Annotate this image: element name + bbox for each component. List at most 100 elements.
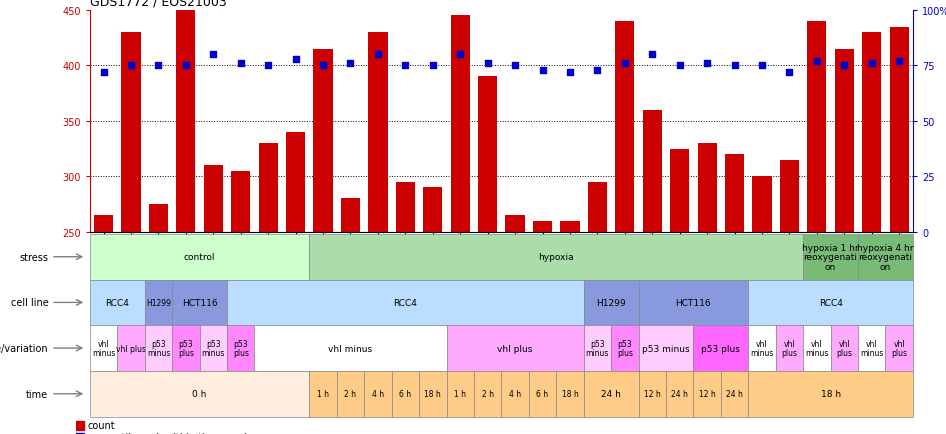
Bar xyxy=(258,144,278,232)
Text: vhl
minus: vhl minus xyxy=(92,339,115,358)
Text: vhl
plus: vhl plus xyxy=(781,339,797,358)
Point xyxy=(644,52,659,59)
Text: vhl
minus: vhl minus xyxy=(750,339,774,358)
Point xyxy=(426,62,441,69)
Point xyxy=(864,60,879,67)
Point xyxy=(96,69,112,76)
Bar xyxy=(341,199,360,232)
Text: HCT116: HCT116 xyxy=(675,298,711,307)
Text: percentile rank within the sample: percentile rank within the sample xyxy=(87,432,253,434)
Text: RCC4: RCC4 xyxy=(105,298,130,307)
Text: 12 h: 12 h xyxy=(699,389,715,398)
Text: vhl
minus: vhl minus xyxy=(805,339,829,358)
Text: p53 minus: p53 minus xyxy=(642,344,690,353)
Text: 6 h: 6 h xyxy=(399,389,412,398)
Text: 2 h: 2 h xyxy=(344,389,357,398)
Text: 12 h: 12 h xyxy=(644,389,660,398)
Bar xyxy=(505,216,525,232)
Point xyxy=(178,62,193,69)
Bar xyxy=(807,22,827,232)
Point xyxy=(288,56,303,63)
Bar xyxy=(121,33,141,232)
Text: stress: stress xyxy=(19,252,48,262)
Point xyxy=(452,52,467,59)
Text: p53
plus: p53 plus xyxy=(178,339,194,358)
Bar xyxy=(450,16,470,232)
Bar xyxy=(286,133,306,232)
Text: hypoxia: hypoxia xyxy=(538,253,574,262)
Point xyxy=(480,60,496,67)
Text: 18 h: 18 h xyxy=(425,389,441,398)
Text: hypoxia 1 hr
reoxygenati
on: hypoxia 1 hr reoxygenati on xyxy=(802,243,859,271)
Text: control: control xyxy=(184,253,216,262)
Point xyxy=(809,58,824,65)
Point xyxy=(123,62,138,69)
Bar xyxy=(587,182,607,232)
Point xyxy=(754,62,769,69)
Bar xyxy=(176,11,196,232)
Bar xyxy=(423,188,443,232)
Bar xyxy=(889,27,909,232)
Point xyxy=(727,62,742,69)
Text: genotype/variation: genotype/variation xyxy=(0,343,48,353)
Bar xyxy=(313,49,333,232)
Bar xyxy=(94,216,114,232)
Bar xyxy=(76,433,84,434)
Text: 24 h: 24 h xyxy=(727,389,743,398)
Text: hypoxia 4 hr
reoxygenati
on: hypoxia 4 hr reoxygenati on xyxy=(857,243,914,271)
Text: 2 h: 2 h xyxy=(482,389,494,398)
Text: HCT116: HCT116 xyxy=(182,298,218,307)
Text: 1 h: 1 h xyxy=(454,389,466,398)
Text: vhl
minus: vhl minus xyxy=(860,339,884,358)
Bar xyxy=(670,149,690,232)
Text: H1299: H1299 xyxy=(596,298,626,307)
Text: 24 h: 24 h xyxy=(601,389,622,398)
Text: GDS1772 / EOS21003: GDS1772 / EOS21003 xyxy=(90,0,227,8)
Text: 4 h: 4 h xyxy=(372,389,384,398)
Bar xyxy=(615,22,635,232)
Point xyxy=(672,62,687,69)
Text: p53
minus: p53 minus xyxy=(586,339,609,358)
Text: p53
minus: p53 minus xyxy=(201,339,225,358)
Text: 18 h: 18 h xyxy=(562,389,578,398)
Text: p53
minus: p53 minus xyxy=(147,339,170,358)
Point xyxy=(150,62,166,69)
Point xyxy=(342,60,358,67)
Text: vhl plus: vhl plus xyxy=(116,344,146,353)
Text: 0 h: 0 h xyxy=(192,389,207,398)
Bar xyxy=(560,221,580,232)
Bar xyxy=(149,204,168,232)
Bar xyxy=(395,182,415,232)
Bar xyxy=(203,166,223,232)
Bar xyxy=(478,77,498,232)
Bar xyxy=(697,144,717,232)
Point xyxy=(562,69,577,76)
Point xyxy=(781,69,797,76)
Text: vhl plus: vhl plus xyxy=(498,344,533,353)
Text: cell line: cell line xyxy=(10,298,48,308)
Point xyxy=(315,62,331,69)
Text: 6 h: 6 h xyxy=(536,389,549,398)
Bar xyxy=(642,110,662,232)
Text: count: count xyxy=(87,421,115,431)
Text: RCC4: RCC4 xyxy=(818,298,843,307)
Text: vhl
plus: vhl plus xyxy=(891,339,907,358)
Point xyxy=(233,60,248,67)
Text: p53
plus: p53 plus xyxy=(233,339,249,358)
Bar xyxy=(231,171,251,232)
Point xyxy=(206,52,221,59)
Text: 18 h: 18 h xyxy=(820,389,841,398)
Text: 24 h: 24 h xyxy=(672,389,688,398)
Text: vhl
plus: vhl plus xyxy=(836,339,852,358)
Point xyxy=(891,58,906,65)
Point xyxy=(699,60,714,67)
Bar xyxy=(834,49,854,232)
Text: RCC4: RCC4 xyxy=(394,298,417,307)
Text: H1299: H1299 xyxy=(146,298,171,307)
Bar xyxy=(780,160,799,232)
Text: 4 h: 4 h xyxy=(509,389,521,398)
Point xyxy=(397,62,412,69)
Point xyxy=(535,67,551,74)
Text: p53
plus: p53 plus xyxy=(617,339,633,358)
Point xyxy=(836,62,851,69)
